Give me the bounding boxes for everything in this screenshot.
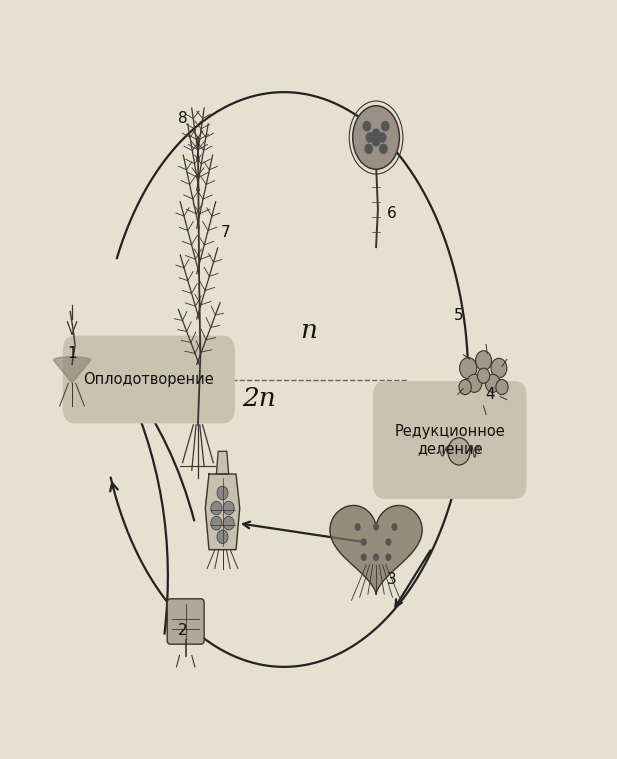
Circle shape <box>467 374 482 392</box>
Polygon shape <box>330 505 422 594</box>
Polygon shape <box>217 452 229 474</box>
Circle shape <box>459 380 471 395</box>
Text: 4: 4 <box>485 387 494 402</box>
Circle shape <box>486 374 500 392</box>
Circle shape <box>223 516 234 530</box>
Circle shape <box>217 530 228 543</box>
Text: Редукционное
деление: Редукционное деление <box>394 424 505 456</box>
Text: 8: 8 <box>178 111 188 126</box>
Text: Оплодотворение: Оплодотворение <box>83 372 214 387</box>
Circle shape <box>478 368 490 383</box>
Text: 2n: 2n <box>242 386 276 411</box>
Circle shape <box>223 501 234 515</box>
Polygon shape <box>205 474 240 550</box>
Polygon shape <box>54 357 91 383</box>
Text: 2: 2 <box>178 623 188 638</box>
Circle shape <box>385 538 391 546</box>
Circle shape <box>211 516 222 530</box>
Circle shape <box>355 523 361 531</box>
Circle shape <box>491 358 507 378</box>
FancyBboxPatch shape <box>373 381 526 499</box>
Circle shape <box>391 523 397 531</box>
Circle shape <box>373 523 379 531</box>
Circle shape <box>361 538 367 546</box>
Circle shape <box>366 133 374 142</box>
Text: 3: 3 <box>386 572 396 587</box>
Circle shape <box>211 501 222 515</box>
Text: 1: 1 <box>67 345 77 361</box>
Circle shape <box>378 133 386 142</box>
Circle shape <box>363 121 371 131</box>
Circle shape <box>365 144 373 153</box>
Text: n: n <box>300 318 317 343</box>
Circle shape <box>379 144 387 153</box>
Circle shape <box>385 553 391 561</box>
Circle shape <box>373 129 379 138</box>
FancyBboxPatch shape <box>167 599 204 644</box>
Ellipse shape <box>353 106 399 169</box>
Circle shape <box>381 121 389 131</box>
Circle shape <box>217 486 228 499</box>
Circle shape <box>448 438 470 465</box>
Circle shape <box>361 553 367 561</box>
FancyBboxPatch shape <box>63 335 235 424</box>
Text: 7: 7 <box>221 225 230 240</box>
Circle shape <box>496 380 508 395</box>
Circle shape <box>373 553 379 561</box>
Text: 6: 6 <box>386 206 396 221</box>
Text: 5: 5 <box>454 307 464 323</box>
Circle shape <box>460 357 477 379</box>
Circle shape <box>476 351 492 370</box>
Circle shape <box>373 137 379 146</box>
